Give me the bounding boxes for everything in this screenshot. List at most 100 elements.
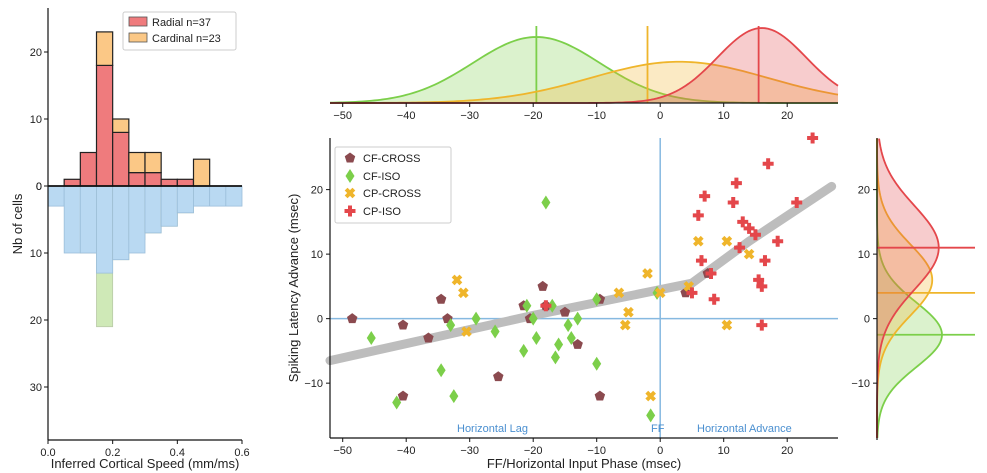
- legend-marker-cp-cross: [344, 187, 356, 199]
- top-density-x-tick-label: −40: [397, 110, 416, 122]
- scatter-point-cf-iso: [550, 350, 560, 365]
- histogram-bar: [192, 158, 211, 187]
- scatter-x-tick-label: −20: [524, 445, 543, 457]
- legend-label-radial: Radial n=37: [152, 17, 211, 29]
- histogram-y-tick-label: 10: [30, 114, 42, 126]
- right-density-curves: [876, 138, 975, 439]
- histogram-bar: [112, 185, 130, 261]
- scatter-point-cp-iso: [807, 132, 819, 144]
- annotation-horizontal-advance: Horizontal Advance: [697, 423, 792, 435]
- histogram-y-label: Nb of cells: [10, 193, 25, 254]
- right-density-ticks: −10 0 10 20: [851, 185, 877, 390]
- scatter-x-label: FF/Horizontal Input Phase (msec): [487, 456, 681, 471]
- scatter-ticks: −50 −40 −30 −20 −10 0 10 20 −10 0 10 20: [304, 185, 793, 457]
- scatter-point-cp-iso: [759, 255, 771, 267]
- right-density-y-tick-label: −10: [851, 378, 870, 390]
- histogram-bar: [209, 185, 227, 207]
- histogram-x-tick-label: 0.2: [105, 447, 120, 459]
- scatter-point-cf-iso: [554, 337, 564, 352]
- right-density-y-tick-label: 0: [864, 314, 870, 326]
- scatter-point-cf-iso: [563, 318, 573, 333]
- scatter-y-tick-label: 20: [311, 185, 323, 197]
- scatter-y-tick-label: 0: [317, 314, 323, 326]
- legend-label-cardinal: Cardinal n=23: [152, 33, 221, 45]
- scatter-x-tick-label: 0: [657, 445, 663, 457]
- histogram-legend: Radial n=37 Cardinal n=23: [122, 11, 237, 51]
- scatter-point-cp-iso: [734, 242, 746, 254]
- scatter-point-cf-iso: [436, 363, 446, 378]
- scatter-point-cp-iso: [692, 209, 704, 221]
- scatter-point-cf-iso: [592, 292, 602, 307]
- histogram-bar: [63, 185, 81, 254]
- histogram-bar: [79, 151, 98, 187]
- scatter-legend-box: [334, 146, 452, 224]
- scatter-point-cf-cross: [423, 332, 434, 343]
- legend-label-cp-cross: CP-CROSS: [363, 188, 421, 200]
- right-density-y-tick-label: 20: [858, 185, 870, 197]
- legend-marker-cf-cross: [344, 152, 356, 163]
- scatter-point-cp-iso: [686, 287, 698, 299]
- legend-label-cf-iso: CF-ISO: [363, 171, 401, 183]
- scatter-point-cp-iso: [762, 158, 774, 170]
- scatter-point-cp-cross: [451, 274, 463, 286]
- histogram-bar: [128, 151, 146, 174]
- histogram-bar: [95, 31, 114, 66]
- histogram-y-tick-label: 10: [30, 248, 42, 260]
- scatter-x-tick-label: −30: [460, 445, 479, 457]
- scatter-point-cp-cross: [623, 306, 634, 318]
- scatter-point-cf-cross: [559, 306, 571, 317]
- histogram-bar: [96, 185, 114, 274]
- scatter-point-cf-cross: [397, 319, 409, 330]
- scatter-point-cf-cross: [537, 280, 548, 291]
- scatter-point-cp-iso: [695, 255, 707, 267]
- histogram-bar: [144, 185, 162, 234]
- histogram-x-tick-label: 0.4: [170, 447, 185, 459]
- scatter-point-cf-cross: [572, 338, 583, 349]
- scatter-y-tick-label: −10: [304, 378, 323, 390]
- top-density-x-tick-label: −30: [460, 110, 479, 122]
- scatter-point-cp-iso: [708, 293, 720, 305]
- scatter-point-cp-iso: [540, 300, 552, 312]
- scatter-point-cf-iso: [446, 318, 456, 333]
- scatter-point-cp-cross: [743, 248, 755, 260]
- scatter-point-cp-cross: [461, 326, 472, 337]
- scatter-point-cf-cross: [493, 371, 504, 382]
- top-density-fill: [330, 37, 838, 103]
- scatter-point-cf-cross: [346, 313, 358, 324]
- scatter-point-cf-iso: [592, 356, 602, 371]
- histogram-bar: [176, 185, 194, 214]
- histogram-bar: [160, 178, 178, 187]
- scatter-point-cp-iso: [772, 235, 784, 247]
- scatter-x-tick-label: 20: [781, 445, 793, 457]
- histogram-bar: [128, 172, 146, 187]
- top-density-x-tick-label: 0: [657, 110, 663, 122]
- top-density-x-tick-label: 10: [718, 110, 730, 122]
- histogram-x-label: Inferred Cortical Speed (mm/ms): [51, 456, 240, 471]
- top-density-curves: [329, 26, 839, 104]
- histogram-bar: [79, 185, 97, 254]
- histogram-bar: [112, 131, 130, 187]
- histogram-legend-box: [122, 11, 237, 51]
- scatter-point-cp-iso: [749, 229, 761, 241]
- histogram-bar: [144, 151, 162, 174]
- top-density-panel: −50 −40 −30 −20 −10 0 10 20: [329, 26, 839, 122]
- scatter-point-cf-iso: [646, 408, 656, 423]
- histogram-bar: [193, 185, 211, 207]
- scatter-point-cp-cross: [692, 235, 704, 247]
- histogram-x-tick-label: 0.6: [234, 447, 249, 459]
- histogram-y-tick-label: 0: [36, 181, 42, 193]
- scatter-y-label: Spiking Latency Advance (msec): [286, 194, 301, 383]
- scatter-point-cp-iso: [791, 197, 803, 209]
- scatter-point-cp-cross: [458, 287, 469, 299]
- scatter-point-cp-iso: [756, 319, 768, 331]
- histogram-bar: [128, 185, 146, 254]
- scatter-point-cf-iso: [531, 331, 541, 345]
- histogram-bar: [95, 64, 114, 187]
- scatter-point-cp-iso: [705, 267, 717, 279]
- legend-label-cf-cross: CF-CROSS: [363, 153, 420, 165]
- scatter-point-cf-iso: [392, 395, 402, 410]
- top-density-x-tick-label: 20: [781, 110, 793, 122]
- histogram-bars: [47, 31, 243, 328]
- scatter-point-cp-iso: [699, 190, 711, 202]
